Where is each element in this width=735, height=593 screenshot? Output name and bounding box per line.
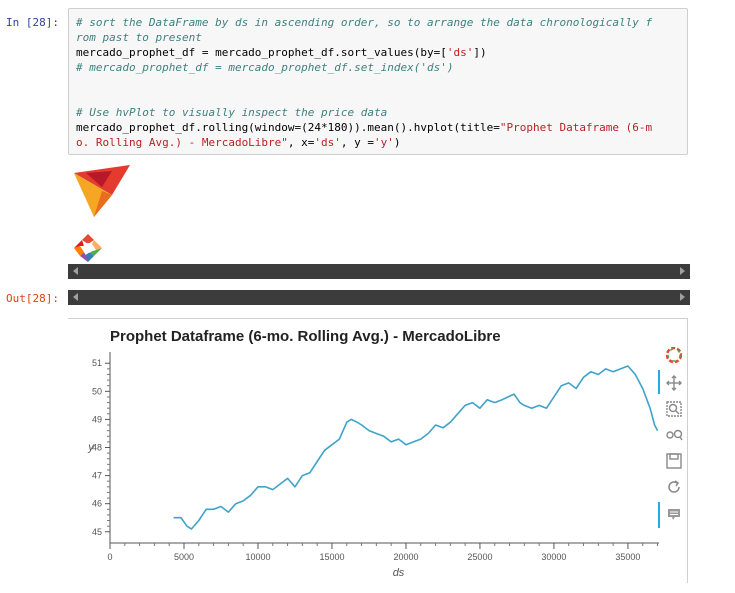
hover-active-indicator [658,502,660,528]
code-text: mercado_prophet_df = mercado_prophet_df.… [76,46,447,59]
chart-title: Prophet Dataframe (6-mo. Rolling Avg.) -… [110,328,501,345]
output-prompt: Out[28]: [6,292,59,305]
x-tick-label: 5000 [174,552,194,562]
code-string: 'ds' [314,136,341,149]
x-axis-label: ds [393,567,405,579]
code-string: 'y' [374,136,394,149]
pan-active-indicator [658,370,660,394]
code-comment: # mercado_prophet_df = mercado_prophet_d… [76,61,454,74]
code-cell[interactable]: # sort the DataFrame by ds in ascending … [68,8,688,155]
y-tick-label: 48 [92,443,102,453]
x-tick-label: 20000 [393,552,418,562]
scroll-left-icon[interactable] [73,267,78,275]
code-text: ) [393,136,401,149]
code-line: mercado_prophet_df.rolling(window=(24*18… [76,120,680,135]
wheel-zoom-icon[interactable] [662,424,686,446]
bokeh-logo-icon[interactable] [662,344,686,366]
code-text: ]) [473,46,487,59]
x-tick-label: 25000 [467,552,492,562]
x-tick-label: 30000 [541,552,566,562]
code-line: # Use hvPlot to visually inspect the pri… [76,105,680,120]
x-tick-label: 10000 [245,552,270,562]
series-line[interactable] [173,365,659,530]
code-line: # sort the DataFrame by ds in ascending … [76,15,680,30]
y-tick-label: 46 [92,499,102,509]
horizontal-scrollbar-top[interactable] [68,264,690,279]
scroll-right-icon[interactable] [680,293,685,301]
hover-icon[interactable] [662,504,686,526]
code-text: , y = [340,136,375,149]
x-tick-label: 0 [107,552,112,562]
code-string: "Prophet Dataframe (6-m [499,121,653,134]
code-line: # mercado_prophet_df = mercado_prophet_d… [76,60,680,75]
code-line: mercado_prophet_df = mercado_prophet_df.… [76,45,680,60]
code-line: rom past to present [76,30,680,45]
code-text: mercado_prophet_df.rolling(window=(24*18… [76,121,500,134]
y-tick-label: 50 [92,386,102,396]
scroll-left-icon[interactable] [73,293,78,301]
box-zoom-icon[interactable] [662,398,686,420]
y-tick-label: 45 [92,527,102,537]
code-string: o. Rolling Avg.) - MercadoLibre" [76,136,288,149]
scroll-right-icon[interactable] [680,267,685,275]
bokeh-logo-icon [72,232,104,269]
y-tick-label: 51 [92,358,102,368]
save-icon[interactable] [662,450,686,472]
y-axis-label: y [87,442,95,454]
x-tick-label: 35000 [615,552,640,562]
horizontal-scrollbar-output[interactable] [68,290,690,305]
code-line: o. Rolling Avg.) - MercadoLibre", x='ds'… [76,135,680,150]
code-comment: # sort the DataFrame by ds in ascending … [76,16,653,29]
input-prompt: In [28]: [6,16,59,29]
code-string: 'ds' [446,46,474,59]
reset-icon[interactable] [662,476,686,498]
holoviews-arrow-logo [72,163,132,223]
y-tick-label: 49 [92,414,102,424]
code-text: , x= [287,136,315,149]
code-comment: # Use hvPlot to visually inspect the pri… [76,106,388,119]
pan-icon[interactable] [662,372,686,394]
y-tick-label: 47 [92,471,102,481]
code-comment: rom past to present [76,31,202,44]
x-tick-label: 15000 [319,552,344,562]
plot-frame [68,318,688,583]
